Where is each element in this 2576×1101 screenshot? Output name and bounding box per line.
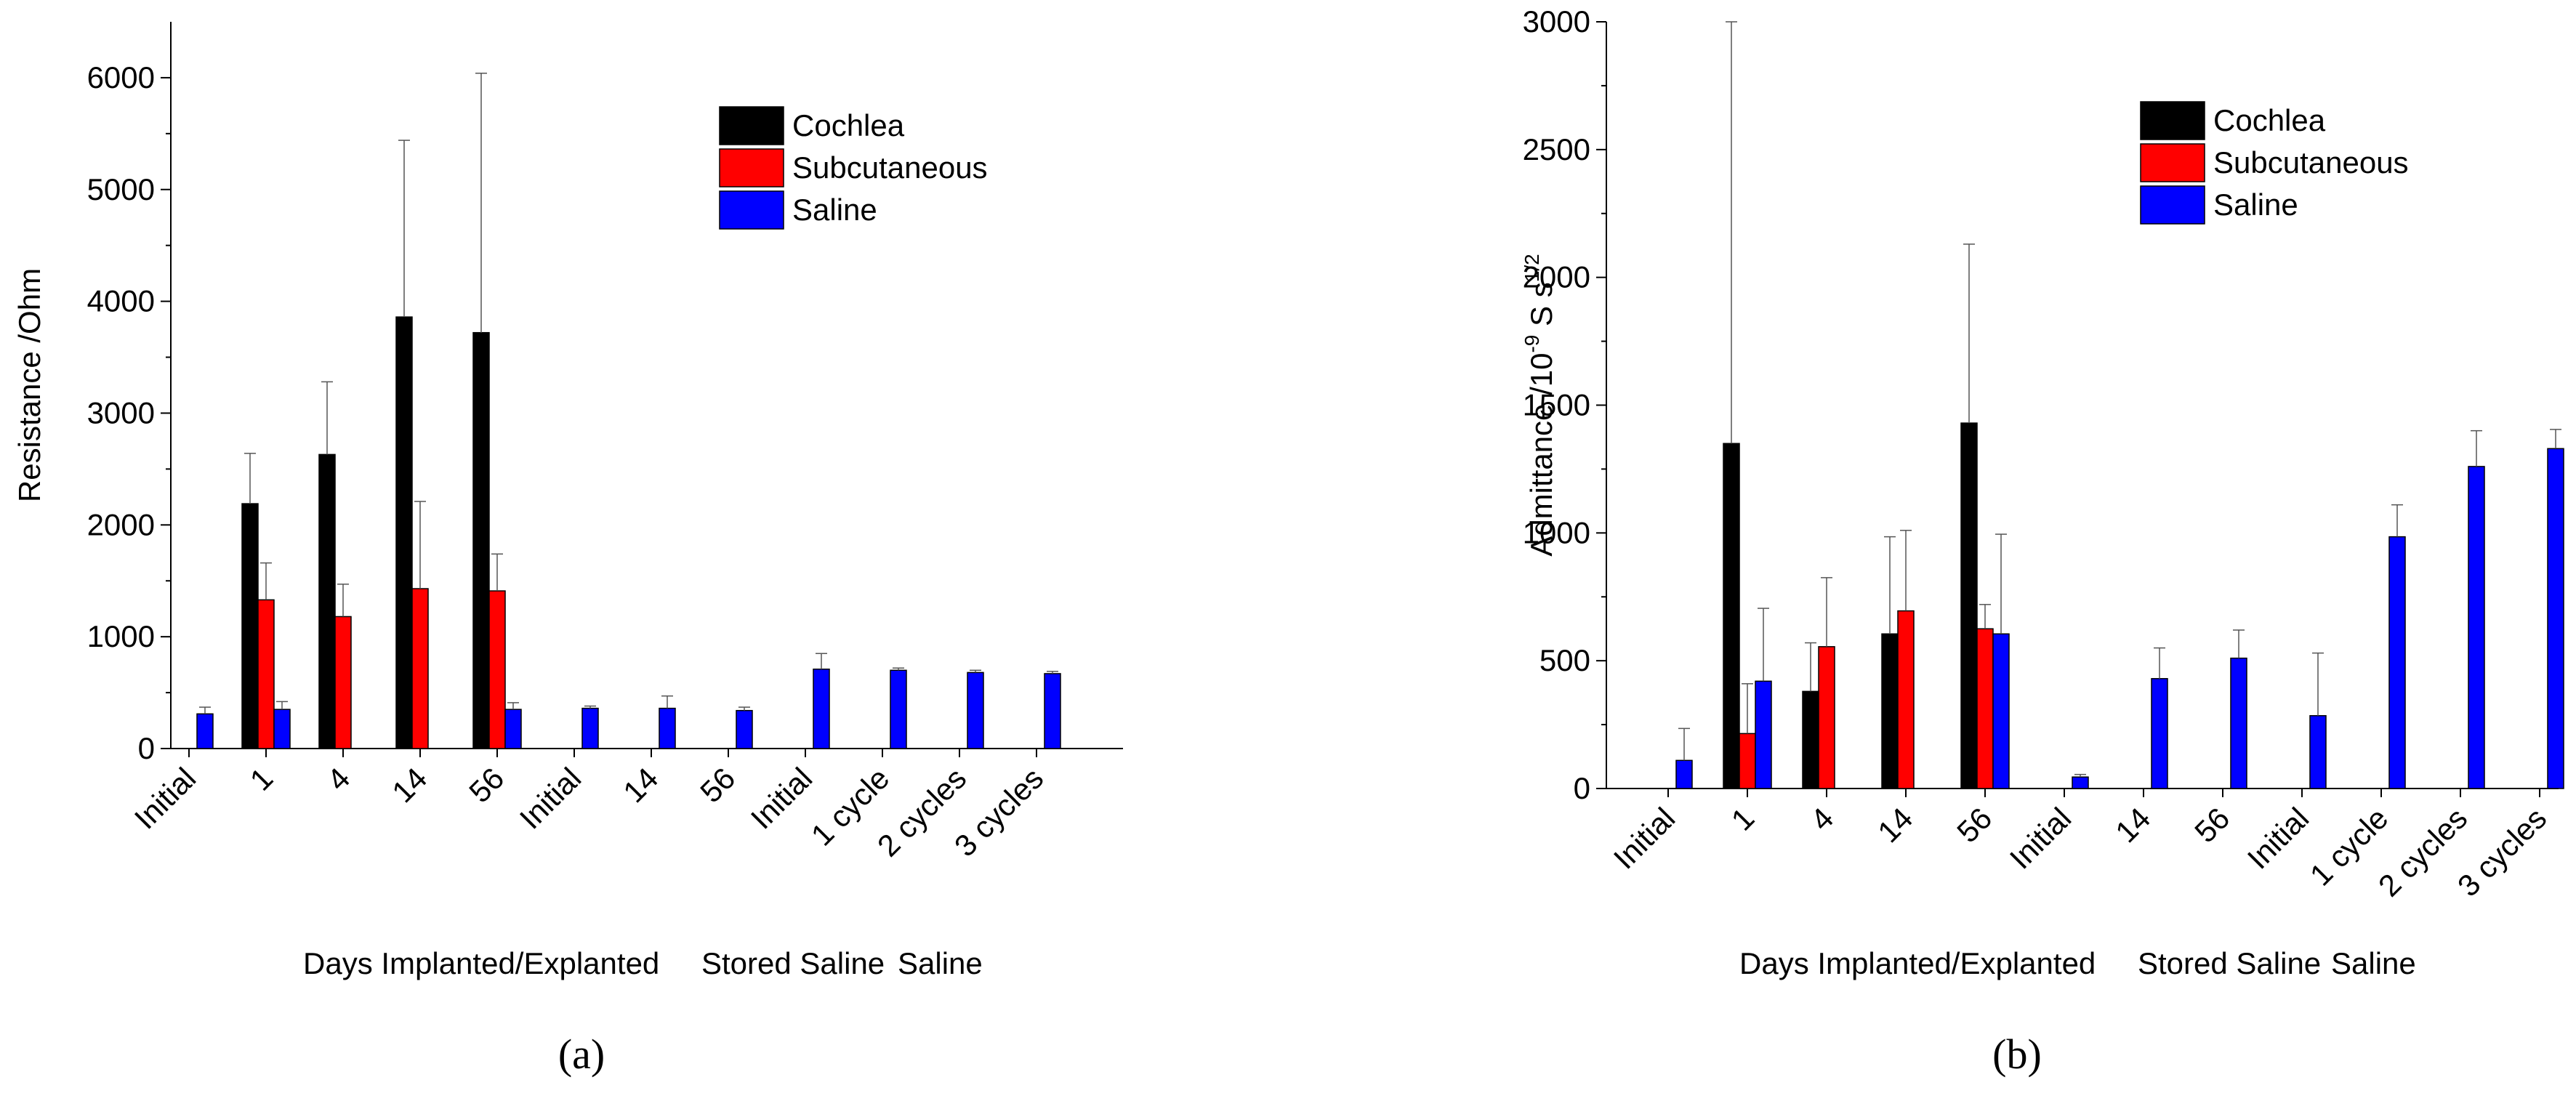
- bar-saline: [659, 707, 676, 749]
- bar-saline: [196, 713, 214, 749]
- y-axis-label: Resistance /Ohm: [12, 268, 47, 502]
- y-tick-label: 500: [1539, 643, 1590, 677]
- x-tick-label: 1: [243, 761, 280, 797]
- x-tick-label: 4: [321, 761, 357, 797]
- group-label: Stored Saline: [2138, 946, 2321, 980]
- y-axis-label-exponent: -9: [1521, 335, 1543, 353]
- x-tick-label: 14: [2109, 801, 2157, 849]
- bar-saline: [273, 709, 291, 749]
- legend-swatch-subcutaneous: [2140, 143, 2205, 182]
- bar-saline: [813, 669, 830, 749]
- y-tick-label: 3000: [1523, 4, 1590, 39]
- bar-cochlea: [241, 503, 259, 749]
- x-tick-label: Initial: [2241, 801, 2316, 876]
- y-tick-label: 1000: [87, 619, 155, 653]
- bar-cochlea: [1723, 443, 1740, 789]
- y-axis-label-base: Admittance /10: [1524, 353, 1558, 557]
- bar-cochlea: [395, 316, 413, 749]
- panel-caption: (b): [1992, 1031, 2042, 1078]
- bar-cochlea: [318, 453, 336, 749]
- legend-label-saline: Saline: [2213, 187, 2298, 222]
- bar-saline: [1755, 680, 1772, 789]
- x-tick-label: 56: [2188, 801, 2236, 849]
- legend-label-cochlea: Cochlea: [2213, 103, 2326, 137]
- legend-swatch-saline: [719, 190, 784, 230]
- x-tick-label: Initial: [513, 761, 588, 836]
- bar-saline: [2230, 657, 2247, 789]
- bar-cochlea: [472, 331, 490, 749]
- bar-saline: [2547, 448, 2564, 789]
- y-tick-label: 2500: [1523, 132, 1590, 166]
- bar-cochlea: [1802, 690, 1819, 789]
- bar-cochlea: [1960, 422, 1978, 789]
- bar-saline: [967, 672, 984, 749]
- y-tick-label: 2000: [87, 507, 155, 541]
- x-tick-label: 14: [385, 761, 433, 809]
- x-tick-label: Initial: [2003, 801, 2078, 876]
- bar-saline: [890, 669, 907, 749]
- x-tick-label: 56: [1950, 801, 1998, 849]
- group-label: Days Implanted/Explanted: [303, 946, 659, 980]
- group-label: Stored Saline: [701, 946, 885, 980]
- bar-subcutaneous: [1818, 646, 1835, 789]
- x-tick-label: 1: [1725, 801, 1761, 837]
- legend-swatch-cochlea: [719, 106, 784, 145]
- x-tick-label: Initial: [1607, 801, 1682, 876]
- y-tick-label: 6000: [87, 60, 155, 94]
- legend-label-subcutaneous: Subcutaneous: [2213, 145, 2409, 180]
- x-tick-label: Initial: [128, 761, 203, 836]
- x-tick-label: 14: [1871, 801, 1919, 849]
- y-tick-label: 1000: [1523, 515, 1590, 549]
- legend-label-saline: Saline: [792, 193, 877, 227]
- x-tick-label: 14: [616, 761, 664, 809]
- bar-subcutaneous: [488, 590, 506, 749]
- bar-saline: [736, 709, 753, 749]
- legend-swatch-saline: [2140, 185, 2205, 225]
- y-axis-label: Admittance /10-9 S s1/2: [1521, 254, 1558, 556]
- y-tick-label: 5000: [87, 172, 155, 206]
- chart-panel-a: 0 1000 2000 3000 4000 5000 6000 Resistance /Ohm…: [12, 22, 1123, 1078]
- group-label: Saline: [2331, 946, 2416, 980]
- y-axis-label-unit: S s: [1524, 282, 1558, 334]
- y-tick-label: 1500: [1523, 388, 1590, 422]
- bar-saline: [2151, 678, 2168, 789]
- x-tick-label: 3 cycles: [2451, 801, 2553, 903]
- x-tick-label: 4: [1804, 801, 1840, 837]
- bar-subcutaneous: [411, 588, 429, 749]
- group-label: Days Implanted/Explanted: [1739, 946, 2096, 980]
- bar-subcutaneous: [1739, 733, 1756, 789]
- bar-saline: [581, 707, 599, 749]
- panel-caption: (a): [558, 1031, 605, 1078]
- x-tick-label: 2 cycles: [2372, 801, 2474, 903]
- y-axis-label-exponent: 1/2: [1521, 254, 1543, 282]
- bar-saline: [1675, 759, 1693, 789]
- y-tick-label: 0: [1574, 771, 1590, 805]
- bar-subcutaneous: [1976, 628, 1994, 789]
- x-tick-label: 56: [462, 761, 510, 809]
- y-tick-label: 2000: [1523, 260, 1590, 294]
- y-tick-label: 4000: [87, 284, 155, 318]
- y-tick-label: 0: [138, 731, 155, 765]
- bar-saline: [2388, 536, 2406, 789]
- group-label: Saline: [898, 946, 983, 980]
- x-tick-label: 56: [693, 761, 741, 809]
- bar-cochlea: [1881, 633, 1899, 789]
- bar-saline: [2072, 776, 2089, 789]
- bar-saline: [2309, 715, 2327, 789]
- chart-panel-b: 0 500 1000 1500 2000 2500 3000 Admittance /10-9…: [1521, 4, 2564, 1078]
- bar-saline: [1044, 673, 1061, 749]
- y-tick-label: 3000: [87, 395, 155, 429]
- bar-saline: [2468, 466, 2485, 789]
- legend-swatch-cochlea: [2140, 101, 2205, 140]
- legend-label-cochlea: Cochlea: [792, 108, 905, 142]
- legend-label-subcutaneous: Subcutaneous: [792, 150, 988, 185]
- bar-subcutaneous: [334, 616, 352, 749]
- bar-saline: [1992, 633, 2010, 789]
- legend-swatch-subcutaneous: [719, 148, 784, 187]
- bar-saline: [504, 709, 522, 749]
- bar-subcutaneous: [1897, 610, 1915, 789]
- bar-subcutaneous: [257, 599, 275, 749]
